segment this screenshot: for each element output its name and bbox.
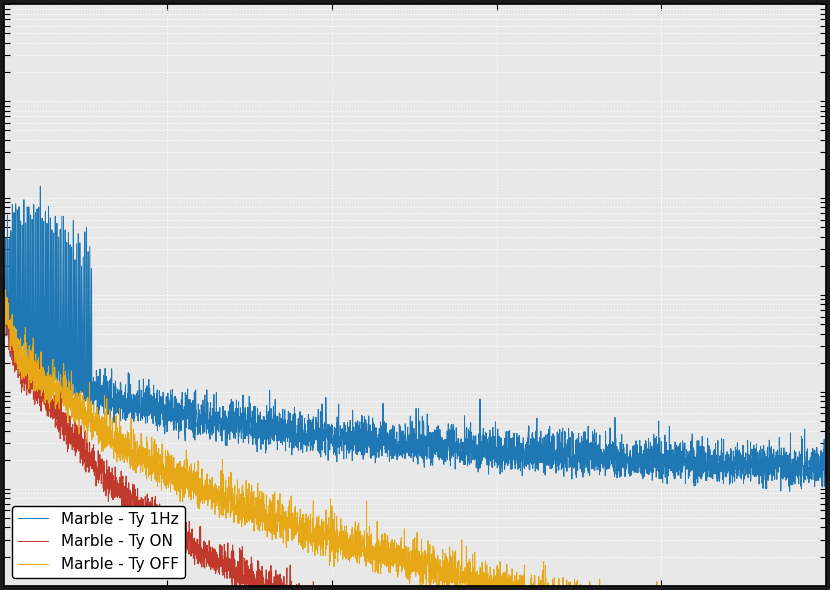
Marble - Ty ON	[2, 296, 12, 303]
Marble - Ty ON	[0, 300, 9, 307]
Marble - Ty 1Hz	[0, 284, 9, 291]
Marble - Ty 1Hz	[534, 443, 544, 450]
Marble - Ty 1Hz	[613, 463, 622, 470]
Line: Marble - Ty 1Hz: Marble - Ty 1Hz	[4, 186, 826, 491]
Line: Marble - Ty ON: Marble - Ty ON	[4, 300, 826, 590]
Marble - Ty OFF	[313, 523, 323, 530]
Marble - Ty ON	[149, 514, 159, 521]
Marble - Ty 1Hz	[492, 449, 502, 456]
Marble - Ty 1Hz	[821, 473, 830, 480]
Marble - Ty 1Hz	[313, 406, 323, 413]
Marble - Ty 1Hz	[675, 466, 685, 473]
Marble - Ty OFF	[149, 456, 159, 463]
Legend: Marble - Ty 1Hz, Marble - Ty ON, Marble - Ty OFF: Marble - Ty 1Hz, Marble - Ty ON, Marble …	[12, 506, 185, 578]
Marble - Ty 1Hz	[36, 183, 46, 190]
Marble - Ty 1Hz	[784, 488, 794, 495]
Marble - Ty OFF	[534, 588, 544, 590]
Marble - Ty 1Hz	[149, 382, 159, 389]
Marble - Ty OFF	[0, 303, 9, 310]
Marble - Ty OFF	[492, 562, 502, 569]
Marble - Ty OFF	[0, 284, 9, 291]
Line: Marble - Ty OFF: Marble - Ty OFF	[4, 288, 826, 590]
